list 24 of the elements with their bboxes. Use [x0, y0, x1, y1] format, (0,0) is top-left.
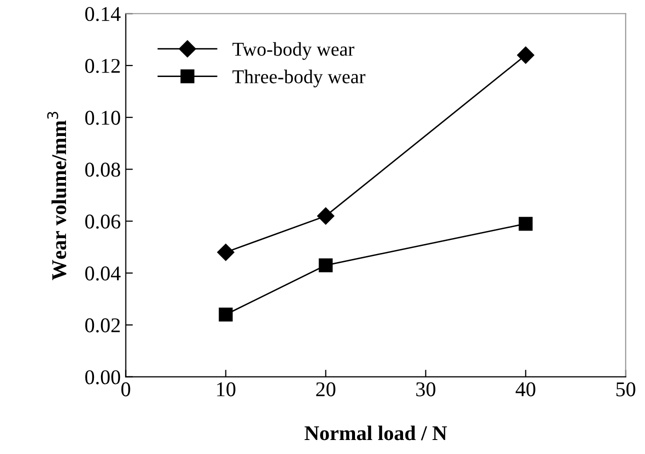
point	[518, 216, 533, 231]
x-tick-label: 50	[616, 382, 636, 396]
y-tick-label: 0.14	[85, 6, 121, 22]
y-tick-label: 0.06	[85, 214, 120, 229]
point	[517, 46, 534, 64]
x-tick-label: 20	[316, 382, 336, 396]
point	[317, 207, 334, 225]
x-axis-title: Normal load / N	[304, 426, 447, 440]
x-tick-label: 0	[121, 382, 130, 396]
point	[218, 308, 233, 322]
point	[217, 244, 234, 261]
y-tick-label: 0.10	[85, 110, 120, 125]
x-tick-label: 10	[217, 382, 236, 396]
y-tick-label: 0.00	[85, 370, 120, 384]
y-tick-label: 0.04	[85, 266, 121, 281]
point	[318, 258, 333, 272]
legend-label: Two-body wear	[232, 42, 354, 60]
x-tick-label: 40	[516, 382, 536, 396]
legend-label: Three-body wear	[232, 70, 366, 88]
x-tick-label: 30	[416, 382, 436, 396]
y-tick-label: 0.12	[85, 58, 120, 74]
y-axis-title: Wear volume/mm$^{3}$	[47, 112, 66, 280]
y-tick-label: 0.08	[85, 162, 120, 177]
y-tick-label: 0.02	[85, 318, 120, 332]
